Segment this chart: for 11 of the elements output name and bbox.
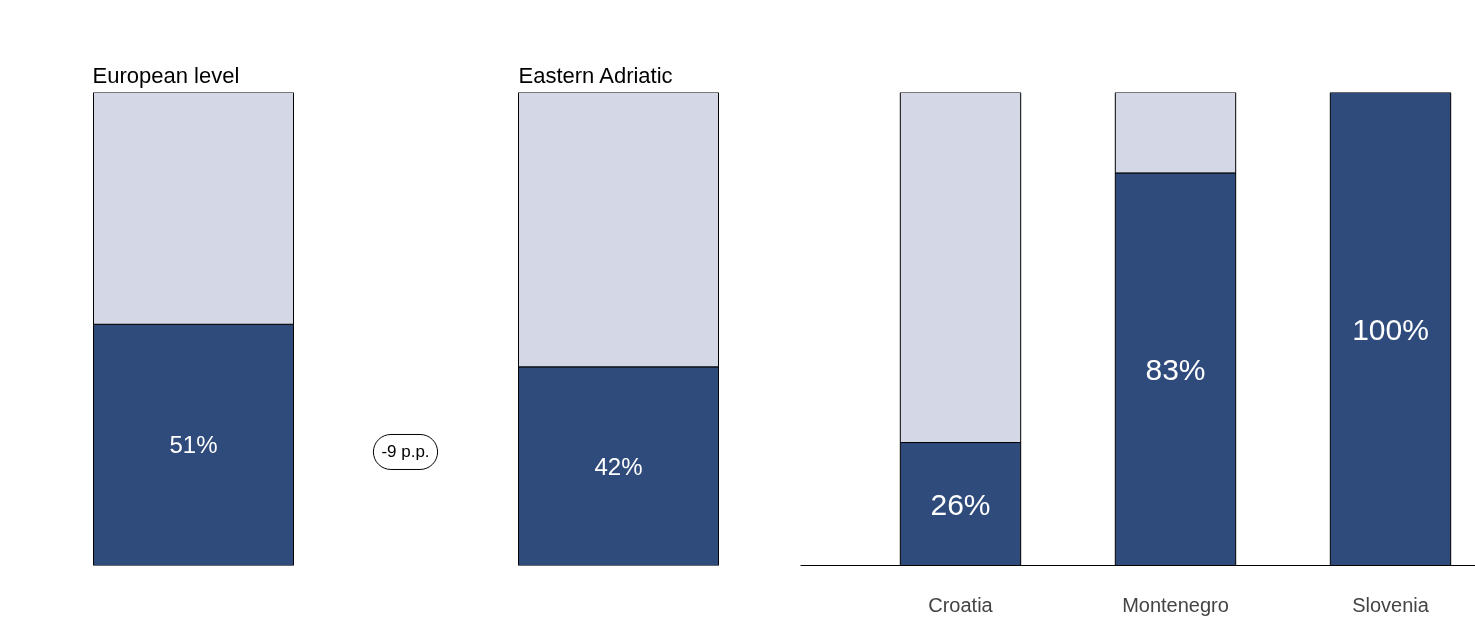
chart-title: Eastern Adriatic <box>518 62 673 88</box>
x-tick-label: Slovenia <box>1352 593 1430 616</box>
chart-title: European level <box>92 62 240 88</box>
data-label: 42% <box>594 452 643 480</box>
data-label: 100% <box>1352 312 1429 346</box>
data-label: 51% <box>169 431 218 459</box>
text: -9 p.p. <box>381 442 430 462</box>
x-tick-label: Croatia <box>928 593 994 616</box>
x-tick-label: Montenegro <box>1122 593 1229 616</box>
data-label: 83% <box>1145 352 1206 386</box>
data-label: 26% <box>930 487 991 521</box>
